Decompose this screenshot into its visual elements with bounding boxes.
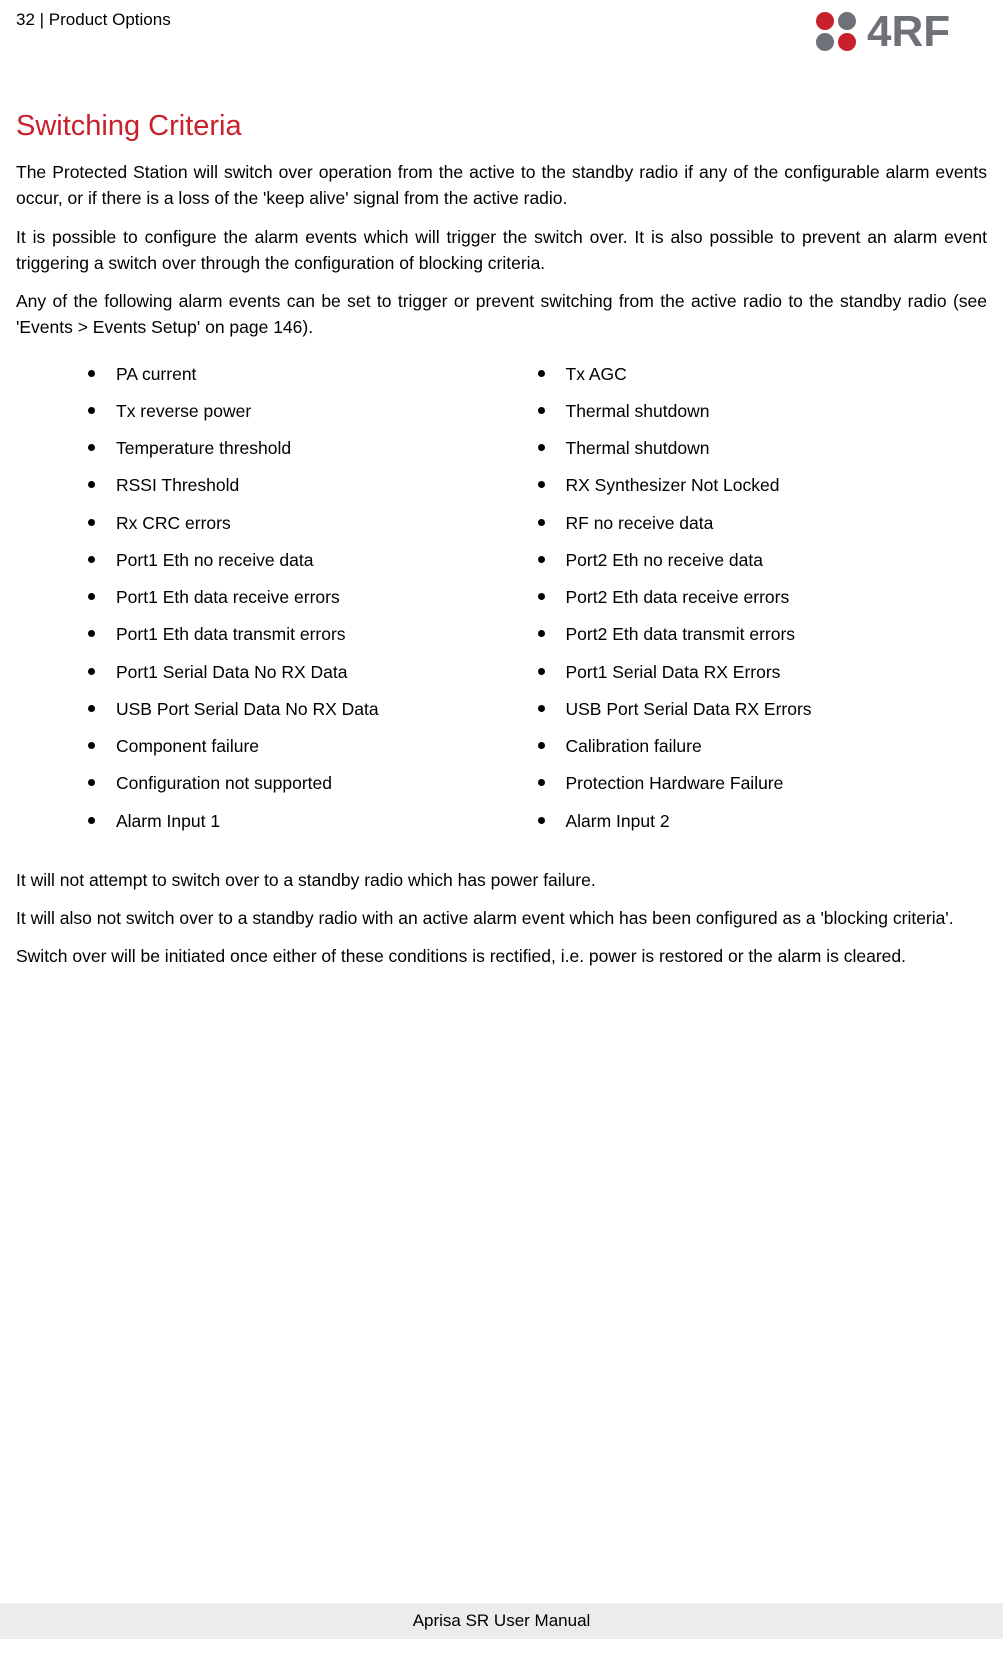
paragraph-4: It will not attempt to switch over to a …: [16, 867, 987, 893]
list-item: Tx AGC: [538, 361, 988, 387]
brand-logo: 4RF: [813, 6, 987, 56]
list-item: Port1 Eth no receive data: [88, 547, 538, 573]
list-item: PA current: [88, 361, 538, 387]
list-item: Configuration not supported: [88, 770, 538, 796]
svg-text:4RF: 4RF: [867, 7, 950, 56]
list-item: Port1 Serial Data No RX Data: [88, 659, 538, 685]
list-item: Temperature threshold: [88, 435, 538, 461]
list-item: Port1 Serial Data RX Errors: [538, 659, 988, 685]
paragraph-6: Switch over will be initiated once eithe…: [16, 943, 987, 969]
header-left: 32 | Product Options: [16, 6, 171, 30]
page-container: 32 | Product Options 4RF Switching Crite…: [0, 0, 1003, 970]
list-item: USB Port Serial Data No RX Data: [88, 696, 538, 722]
section-heading: Switching Criteria: [16, 110, 987, 143]
section-title: Product Options: [49, 10, 171, 29]
list-item: RX Synthesizer Not Locked: [538, 472, 988, 498]
list-item: Port1 Eth data transmit errors: [88, 621, 538, 647]
list-item: Thermal shutdown: [538, 435, 988, 461]
list-item: Port1 Eth data receive errors: [88, 584, 538, 610]
list-item: RF no receive data: [538, 510, 988, 536]
list-item: RSSI Threshold: [88, 472, 538, 498]
paragraph-1: The Protected Station will switch over o…: [16, 159, 987, 212]
list-item: Tx reverse power: [88, 398, 538, 424]
list-item: Calibration failure: [538, 733, 988, 759]
bullet-column-left: PA current Tx reverse power Temperature …: [88, 361, 538, 845]
paragraph-2: It is possible to configure the alarm ev…: [16, 224, 987, 277]
list-item: Port2 Eth data transmit errors: [538, 621, 988, 647]
list-item: Rx CRC errors: [88, 510, 538, 536]
brand-text-icon: 4RF: [867, 6, 987, 56]
alarm-events-list-right: Tx AGC Thermal shutdown Thermal shutdown…: [538, 361, 988, 834]
list-item: Alarm Input 2: [538, 808, 988, 834]
page-number: 32: [16, 10, 35, 29]
footer-text: Aprisa SR User Manual: [413, 1611, 591, 1630]
list-item: Protection Hardware Failure: [538, 770, 988, 796]
header-separator: |: [35, 10, 49, 29]
list-item: Alarm Input 1: [88, 808, 538, 834]
page-header: 32 | Product Options 4RF: [16, 0, 987, 66]
bullet-columns: PA current Tx reverse power Temperature …: [16, 361, 987, 845]
page-content: Switching Criteria The Protected Station…: [16, 66, 987, 970]
page-footer: Aprisa SR User Manual: [0, 1603, 1003, 1639]
paragraph-3: Any of the following alarm events can be…: [16, 288, 987, 341]
dots-icon: [813, 9, 861, 53]
list-item: Thermal shutdown: [538, 398, 988, 424]
list-item: Port2 Eth data receive errors: [538, 584, 988, 610]
list-item: USB Port Serial Data RX Errors: [538, 696, 988, 722]
bullet-column-right: Tx AGC Thermal shutdown Thermal shutdown…: [538, 361, 988, 845]
alarm-events-list-left: PA current Tx reverse power Temperature …: [88, 361, 538, 834]
list-item: Component failure: [88, 733, 538, 759]
paragraph-5: It will also not switch over to a standb…: [16, 905, 987, 931]
list-item: Port2 Eth no receive data: [538, 547, 988, 573]
